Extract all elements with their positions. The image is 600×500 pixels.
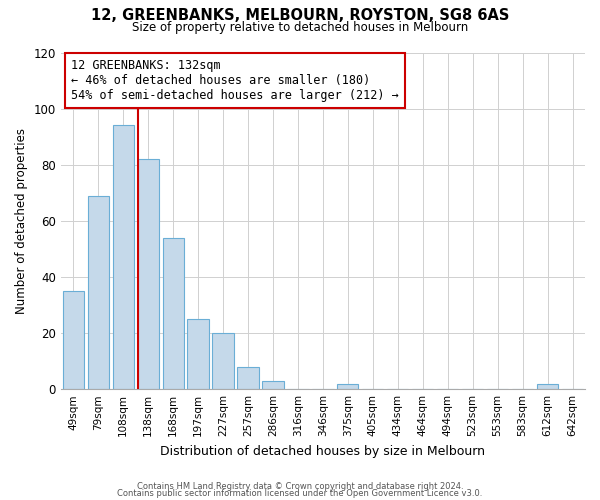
Bar [537, 384, 558, 389]
Bar [238, 366, 259, 389]
Text: Contains HM Land Registry data © Crown copyright and database right 2024.: Contains HM Land Registry data © Crown c… [137, 482, 463, 491]
Bar [163, 238, 184, 389]
Bar [88, 196, 109, 389]
Bar [212, 333, 233, 389]
Text: 12, GREENBANKS, MELBOURN, ROYSTON, SG8 6AS: 12, GREENBANKS, MELBOURN, ROYSTON, SG8 6… [91, 8, 509, 22]
Bar [187, 319, 209, 389]
Bar [262, 381, 284, 389]
Bar [113, 126, 134, 389]
X-axis label: Distribution of detached houses by size in Melbourn: Distribution of detached houses by size … [160, 444, 485, 458]
Bar [137, 159, 159, 389]
Bar [337, 384, 358, 389]
Text: 12 GREENBANKS: 132sqm
← 46% of detached houses are smaller (180)
54% of semi-det: 12 GREENBANKS: 132sqm ← 46% of detached … [71, 59, 399, 102]
Bar [62, 291, 84, 389]
Text: Size of property relative to detached houses in Melbourn: Size of property relative to detached ho… [132, 21, 468, 34]
Y-axis label: Number of detached properties: Number of detached properties [15, 128, 28, 314]
Text: Contains public sector information licensed under the Open Government Licence v3: Contains public sector information licen… [118, 489, 482, 498]
